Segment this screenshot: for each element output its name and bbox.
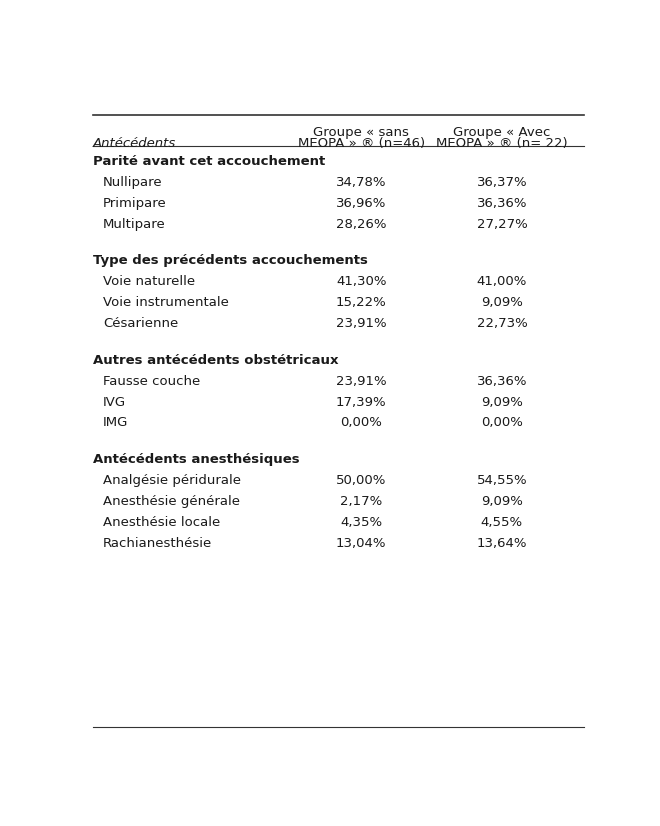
Text: Césarienne: Césarienne — [103, 317, 178, 330]
Text: 9,09%: 9,09% — [481, 297, 523, 309]
Text: 36,36%: 36,36% — [477, 197, 527, 210]
Text: 9,09%: 9,09% — [481, 396, 523, 409]
Text: 23,91%: 23,91% — [336, 374, 387, 387]
Text: Type des précédents accouchements: Type des précédents accouchements — [92, 254, 368, 268]
Text: 28,26%: 28,26% — [336, 218, 387, 231]
Text: 9,09%: 9,09% — [481, 495, 523, 508]
Text: Autres antécédents obstétricaux: Autres antécédents obstétricaux — [92, 354, 338, 367]
Text: 17,39%: 17,39% — [336, 396, 387, 409]
Text: MEOPA » ® (n=46): MEOPA » ® (n=46) — [298, 137, 425, 150]
Text: Antécédents: Antécédents — [92, 137, 176, 150]
Text: Voie instrumentale: Voie instrumentale — [103, 297, 229, 309]
Text: 15,22%: 15,22% — [336, 297, 387, 309]
Text: 41,30%: 41,30% — [336, 275, 387, 288]
Text: 13,04%: 13,04% — [336, 537, 387, 549]
Text: 36,36%: 36,36% — [477, 374, 527, 387]
Text: Antécédents anesthésiques: Antécédents anesthésiques — [92, 453, 300, 466]
Text: 34,78%: 34,78% — [336, 176, 387, 189]
Text: IMG: IMG — [103, 416, 128, 430]
Text: Anesthésie générale: Anesthésie générale — [103, 495, 240, 508]
Text: Primipare: Primipare — [103, 197, 167, 210]
Text: 4,55%: 4,55% — [481, 515, 523, 529]
Text: Anesthésie locale: Anesthésie locale — [103, 515, 220, 529]
Text: 23,91%: 23,91% — [336, 317, 387, 330]
Text: 22,73%: 22,73% — [477, 317, 527, 330]
Text: 54,55%: 54,55% — [477, 474, 527, 487]
Text: Parité avant cet accouchement: Parité avant cet accouchement — [92, 155, 325, 168]
Text: 4,35%: 4,35% — [340, 515, 382, 529]
Text: Nullipare: Nullipare — [103, 176, 162, 189]
Text: Analgésie péridurale: Analgésie péridurale — [103, 474, 241, 487]
Text: Multipare: Multipare — [103, 218, 166, 231]
Text: Voie naturelle: Voie naturelle — [103, 275, 195, 288]
Text: 36,37%: 36,37% — [477, 176, 527, 189]
Text: 0,00%: 0,00% — [341, 416, 382, 430]
Text: 50,00%: 50,00% — [336, 474, 387, 487]
Text: 36,96%: 36,96% — [336, 197, 387, 210]
Text: 0,00%: 0,00% — [481, 416, 523, 430]
Text: 41,00%: 41,00% — [477, 275, 527, 288]
Text: 27,27%: 27,27% — [477, 218, 527, 231]
Text: 13,64%: 13,64% — [477, 537, 527, 549]
Text: Groupe « sans: Groupe « sans — [314, 126, 409, 139]
Text: Fausse couche: Fausse couche — [103, 374, 200, 387]
Text: MEOPA » ® (n= 22): MEOPA » ® (n= 22) — [436, 137, 568, 150]
Text: 2,17%: 2,17% — [340, 495, 382, 508]
Text: IVG: IVG — [103, 396, 126, 409]
Text: Rachianesthésie: Rachianesthésie — [103, 537, 213, 549]
Text: Groupe « Avec: Groupe « Avec — [453, 126, 550, 139]
